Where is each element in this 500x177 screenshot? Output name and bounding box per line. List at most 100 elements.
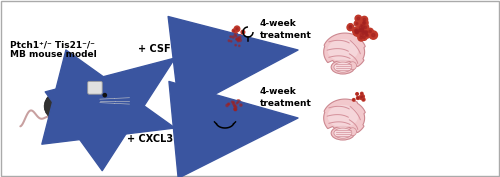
Circle shape bbox=[362, 96, 363, 97]
Circle shape bbox=[360, 30, 367, 36]
Ellipse shape bbox=[84, 117, 96, 123]
Ellipse shape bbox=[44, 86, 100, 124]
Circle shape bbox=[357, 17, 360, 20]
Text: + CXCL3: + CXCL3 bbox=[127, 134, 173, 144]
Ellipse shape bbox=[328, 105, 358, 127]
Circle shape bbox=[224, 103, 230, 108]
Ellipse shape bbox=[328, 39, 358, 61]
Ellipse shape bbox=[224, 70, 232, 78]
Ellipse shape bbox=[349, 62, 356, 70]
Circle shape bbox=[355, 15, 362, 22]
Circle shape bbox=[360, 96, 362, 98]
Polygon shape bbox=[324, 99, 366, 133]
Circle shape bbox=[103, 93, 106, 97]
Circle shape bbox=[235, 37, 238, 41]
Circle shape bbox=[239, 39, 242, 41]
Circle shape bbox=[355, 31, 358, 33]
Circle shape bbox=[234, 34, 238, 38]
Circle shape bbox=[236, 28, 238, 30]
Circle shape bbox=[364, 30, 370, 35]
Circle shape bbox=[236, 37, 241, 42]
Circle shape bbox=[238, 37, 240, 40]
Circle shape bbox=[234, 109, 235, 110]
Circle shape bbox=[232, 106, 237, 111]
Circle shape bbox=[238, 44, 241, 48]
Circle shape bbox=[239, 36, 241, 39]
Circle shape bbox=[232, 103, 234, 105]
Circle shape bbox=[363, 99, 364, 100]
Ellipse shape bbox=[349, 128, 356, 136]
Circle shape bbox=[363, 30, 366, 33]
Circle shape bbox=[234, 26, 240, 32]
Circle shape bbox=[226, 102, 230, 106]
Ellipse shape bbox=[209, 138, 227, 148]
Circle shape bbox=[227, 39, 231, 43]
Circle shape bbox=[362, 28, 370, 36]
Ellipse shape bbox=[85, 82, 98, 92]
Circle shape bbox=[362, 28, 364, 30]
Circle shape bbox=[352, 28, 359, 34]
Circle shape bbox=[361, 29, 367, 35]
Circle shape bbox=[237, 38, 240, 41]
Circle shape bbox=[349, 26, 352, 29]
Circle shape bbox=[232, 36, 234, 38]
Circle shape bbox=[232, 101, 235, 104]
Ellipse shape bbox=[202, 47, 233, 69]
Circle shape bbox=[230, 34, 236, 40]
Circle shape bbox=[238, 101, 239, 103]
Circle shape bbox=[366, 34, 368, 36]
Circle shape bbox=[354, 21, 360, 26]
Circle shape bbox=[360, 23, 366, 30]
Ellipse shape bbox=[106, 95, 118, 105]
Circle shape bbox=[356, 93, 358, 95]
Ellipse shape bbox=[209, 70, 227, 80]
Circle shape bbox=[356, 96, 360, 99]
Circle shape bbox=[234, 105, 236, 107]
Circle shape bbox=[232, 107, 238, 112]
Circle shape bbox=[367, 28, 373, 34]
Circle shape bbox=[360, 92, 363, 95]
Circle shape bbox=[360, 27, 362, 29]
Circle shape bbox=[348, 24, 353, 29]
Circle shape bbox=[358, 34, 364, 41]
Circle shape bbox=[369, 30, 372, 33]
Circle shape bbox=[360, 95, 364, 98]
Circle shape bbox=[362, 25, 364, 28]
Circle shape bbox=[236, 39, 238, 40]
Circle shape bbox=[237, 37, 243, 43]
Circle shape bbox=[372, 33, 375, 37]
Circle shape bbox=[358, 27, 366, 34]
Ellipse shape bbox=[66, 119, 81, 125]
Circle shape bbox=[232, 104, 237, 108]
Circle shape bbox=[360, 24, 362, 26]
Circle shape bbox=[233, 102, 234, 103]
Circle shape bbox=[236, 35, 242, 41]
Circle shape bbox=[360, 19, 368, 27]
Circle shape bbox=[358, 27, 365, 33]
Circle shape bbox=[234, 106, 238, 109]
Polygon shape bbox=[198, 41, 240, 75]
Circle shape bbox=[358, 26, 366, 35]
Ellipse shape bbox=[86, 93, 104, 116]
Circle shape bbox=[234, 43, 237, 47]
Ellipse shape bbox=[224, 138, 232, 146]
Ellipse shape bbox=[206, 68, 230, 82]
Ellipse shape bbox=[331, 60, 354, 74]
Circle shape bbox=[354, 29, 357, 32]
Circle shape bbox=[234, 108, 237, 111]
Circle shape bbox=[362, 32, 365, 35]
Circle shape bbox=[363, 22, 365, 24]
Circle shape bbox=[356, 31, 358, 34]
Text: 4-week
treatment: 4-week treatment bbox=[260, 87, 312, 108]
Circle shape bbox=[238, 40, 239, 42]
Circle shape bbox=[356, 93, 358, 95]
Circle shape bbox=[230, 40, 233, 43]
Circle shape bbox=[232, 29, 235, 33]
Ellipse shape bbox=[202, 115, 233, 137]
Circle shape bbox=[230, 36, 232, 38]
Circle shape bbox=[363, 36, 366, 39]
Circle shape bbox=[230, 41, 232, 42]
Circle shape bbox=[234, 109, 236, 110]
Ellipse shape bbox=[49, 118, 66, 125]
Circle shape bbox=[234, 107, 238, 112]
